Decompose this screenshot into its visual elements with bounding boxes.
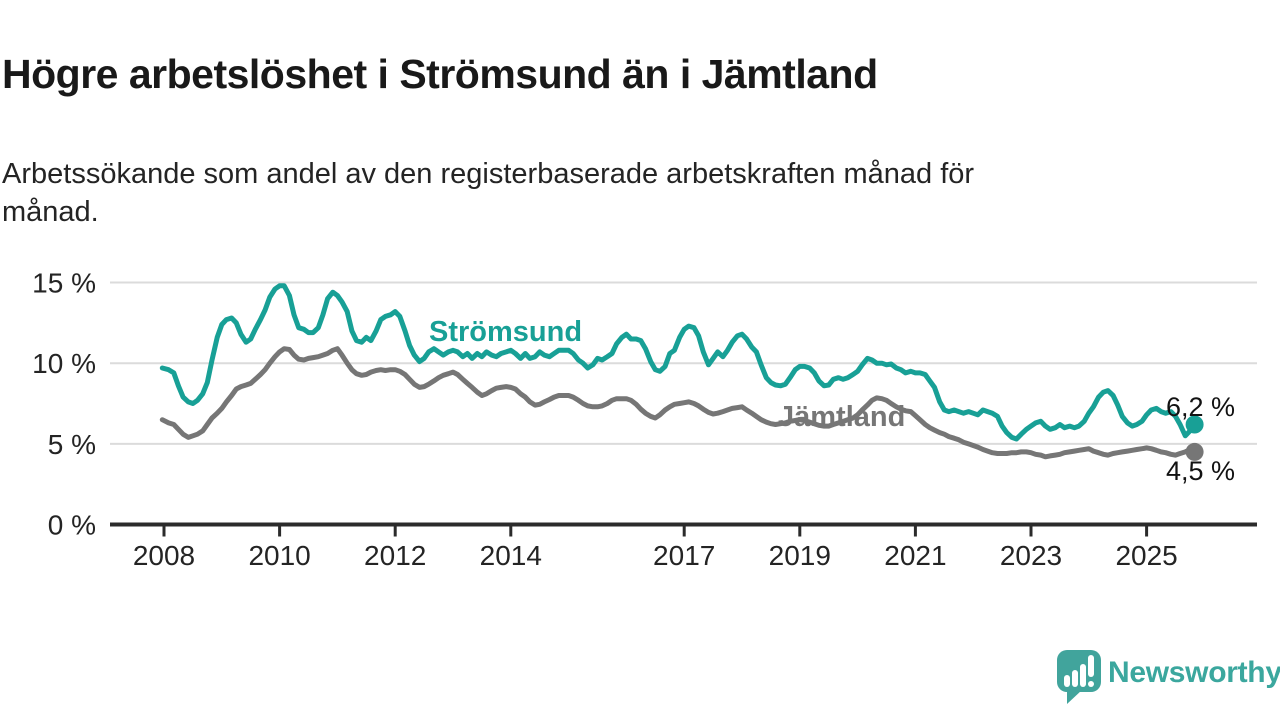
- newsworthy-brand-text: Newsworthy: [1108, 656, 1280, 689]
- logo-bubble: [1057, 650, 1101, 692]
- logo-bar-3: [1080, 664, 1086, 687]
- y-tick-label: 0 %: [48, 510, 96, 541]
- x-tick-label: 2017: [653, 540, 715, 571]
- newsworthy-logo: Newsworthy: [1056, 648, 1280, 708]
- logo-exclamation-dot: [1088, 681, 1094, 687]
- jamtland-end-dot: [1185, 442, 1204, 461]
- logo-bar-1: [1064, 675, 1070, 687]
- y-tick-label: 10 %: [32, 348, 96, 379]
- chart-subtitle: Arbetssökande som andel av den registerb…: [2, 158, 975, 228]
- logo-bar-2: [1072, 670, 1078, 687]
- x-tick-label: 2023: [1000, 540, 1062, 571]
- x-tick-label: 2010: [248, 540, 310, 571]
- stromsund-line: [159, 283, 1198, 442]
- stromsund-series-label: Strömsund: [429, 316, 583, 348]
- logo-bubble-tail: [1067, 689, 1082, 704]
- jamtland-line: [159, 346, 1198, 460]
- stromsund-end-dot: [1185, 415, 1204, 434]
- jamtland-end-value-label: 4,5 %: [1166, 456, 1236, 486]
- stromsund-end-value-label: 6,2 %: [1166, 392, 1236, 422]
- x-tick-label: 2025: [1115, 540, 1177, 571]
- y-tick-label: 15 %: [32, 268, 96, 299]
- jamtland-series-label: Jämtland: [778, 401, 906, 433]
- x-tick-label: 2021: [884, 540, 946, 571]
- logo-exclamation-stem: [1088, 655, 1094, 677]
- x-tick-label: 2008: [133, 540, 195, 571]
- page-title: Högre arbetslöshet i Strömsund än i Jämt…: [2, 51, 878, 98]
- x-tick-label: 2012: [364, 540, 426, 571]
- newsworthy-logo-icon: [1057, 650, 1101, 704]
- x-tick-label: 2019: [769, 540, 831, 571]
- y-tick-label: 5 %: [48, 429, 96, 460]
- x-tick-label: 2014: [480, 540, 542, 571]
